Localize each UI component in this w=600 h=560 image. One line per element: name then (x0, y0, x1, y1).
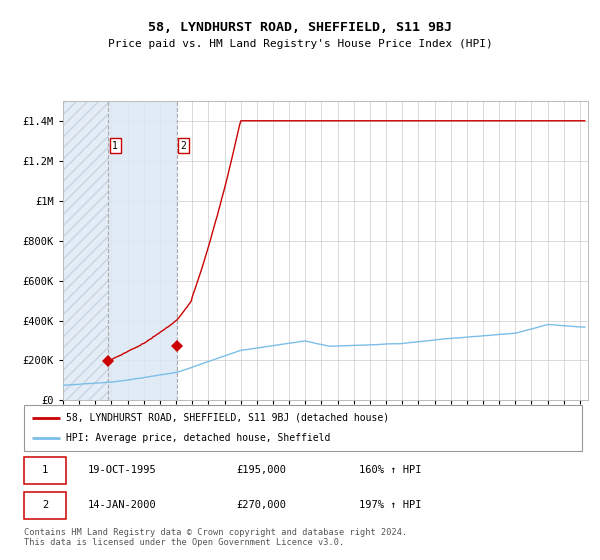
Bar (63, 101, 108, 400)
Text: 2: 2 (42, 501, 48, 510)
Text: HPI: Average price, detached house, Sheffield: HPI: Average price, detached house, Shef… (66, 433, 330, 443)
Text: £195,000: £195,000 (236, 465, 286, 475)
Text: 58, LYNDHURST ROAD, SHEFFIELD, S11 9BJ (detached house): 58, LYNDHURST ROAD, SHEFFIELD, S11 9BJ (… (66, 413, 389, 423)
FancyBboxPatch shape (24, 405, 582, 451)
Text: 19-OCT-1995: 19-OCT-1995 (88, 465, 157, 475)
FancyBboxPatch shape (24, 457, 66, 484)
Text: 2: 2 (181, 141, 187, 151)
Text: 160% ↑ HPI: 160% ↑ HPI (359, 465, 421, 475)
Text: 58, LYNDHURST ROAD, SHEFFIELD, S11 9BJ: 58, LYNDHURST ROAD, SHEFFIELD, S11 9BJ (148, 21, 452, 34)
Text: 197% ↑ HPI: 197% ↑ HPI (359, 501, 421, 510)
Text: £270,000: £270,000 (236, 501, 286, 510)
Bar (108, 101, 177, 400)
Text: 1: 1 (42, 465, 48, 475)
Text: 1: 1 (112, 141, 118, 151)
FancyBboxPatch shape (24, 492, 66, 519)
Text: 14-JAN-2000: 14-JAN-2000 (88, 501, 157, 510)
Text: Contains HM Land Registry data © Crown copyright and database right 2024.
This d: Contains HM Land Registry data © Crown c… (24, 528, 407, 547)
Text: Price paid vs. HM Land Registry's House Price Index (HPI): Price paid vs. HM Land Registry's House … (107, 39, 493, 49)
